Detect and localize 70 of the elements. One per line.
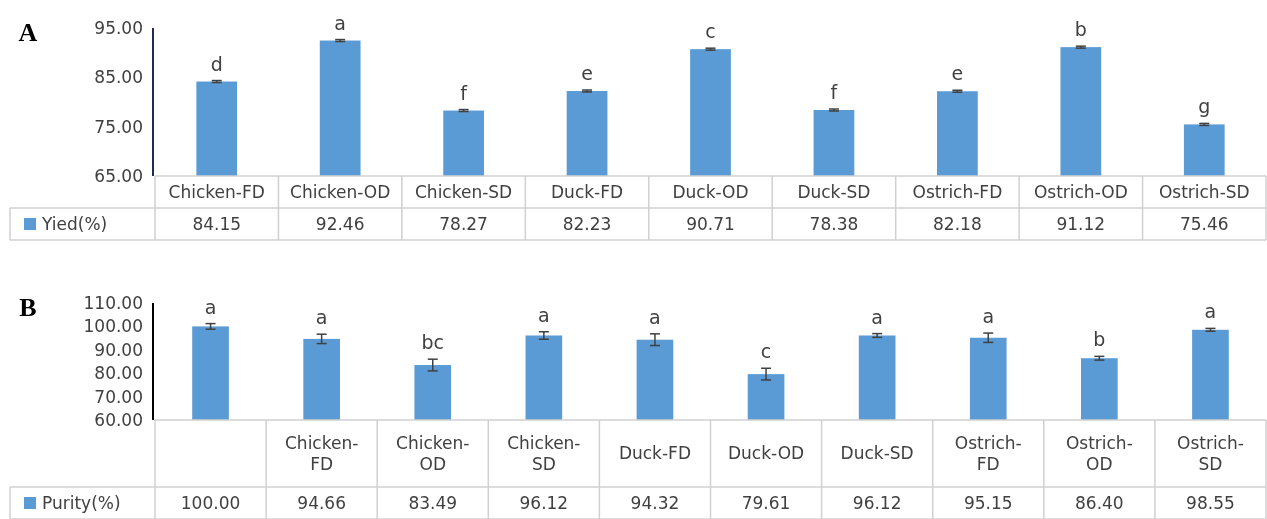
annotation: c [760, 340, 772, 363]
x-tick-label: Duck-FD [551, 181, 624, 202]
data-label: 79.61 [741, 492, 791, 513]
annotation: c [705, 20, 716, 43]
data-label: 78.38 [809, 213, 859, 234]
annotation: a [982, 305, 995, 328]
x-tick-label: Chicken-FD [168, 181, 265, 202]
data-label: 78.27 [439, 213, 488, 234]
chart-title: A [18, 18, 38, 47]
data-label: 98.55 [1186, 492, 1235, 513]
legend-label: Yied(%) [41, 213, 108, 234]
x-tick-label: Duck-SD [797, 181, 871, 202]
data-label: 86.40 [1075, 492, 1124, 513]
y-tick-label: 60.00 [94, 409, 143, 430]
annotation: a [315, 306, 328, 329]
x-tick-label: Duck-OD [672, 181, 749, 202]
x-tick-label: Ostrich-OD [1033, 181, 1128, 202]
x-tick-label: Ostrich-SD [1177, 432, 1244, 474]
annotation: a [538, 303, 550, 326]
x-tick-label: Ostrich-OD [1065, 432, 1133, 474]
annotation: b [1093, 328, 1106, 351]
x-tick-label: Duck-FD [618, 443, 691, 464]
data-label: 92.46 [315, 213, 365, 234]
data-label: 83.49 [408, 492, 458, 513]
data-label: 94.32 [630, 492, 680, 513]
x-tick-label: Ostrich-SD [1158, 181, 1250, 202]
x-tick-label: Duck-SD [840, 443, 914, 464]
legend-label: Purity(%) [42, 492, 121, 513]
y-tick-label: 70.00 [94, 386, 143, 407]
annotation: a [1204, 300, 1217, 323]
y-tick-label: 110.00 [83, 292, 143, 313]
y-tick-label: 85.00 [94, 67, 143, 88]
data-label: 75.46 [1179, 213, 1229, 234]
annotation: f [830, 81, 839, 104]
x-tick-label: Chicken-OD [396, 432, 470, 474]
y-tick-label: 65.00 [94, 165, 143, 186]
x-tick-label: Chicken-SD [415, 181, 513, 202]
y-tick-label: 100.00 [83, 316, 143, 337]
annotation: a [871, 305, 883, 328]
annotation: f [460, 81, 469, 104]
y-tick-label: 75.00 [94, 116, 143, 137]
data-label: 91.12 [1056, 213, 1106, 234]
chart-title: B [19, 293, 37, 322]
x-tick-label: Ostrich-FD [954, 432, 1022, 474]
y-tick-label: 80.00 [94, 363, 143, 384]
annotation: d [210, 52, 223, 75]
x-tick-label: Ostrich-FD [912, 181, 1003, 202]
data-label: 100.00 [180, 492, 241, 513]
x-tick-label: Duck-OD [727, 443, 805, 464]
x-tick-label: Chicken-FD [284, 432, 359, 474]
annotation: g [1198, 95, 1211, 118]
annotation: e [581, 62, 593, 85]
annotation: bc [421, 331, 445, 354]
annotation: a [649, 305, 661, 328]
data-label: 95.15 [963, 492, 1013, 513]
annotation: a [334, 11, 346, 34]
data-label: 90.71 [686, 213, 735, 234]
x-tick-label: Chicken-OD [290, 181, 391, 202]
annotation: e [951, 62, 964, 85]
data-label: 96.12 [519, 492, 569, 513]
data-label: 82.23 [562, 213, 612, 234]
x-tick-label: Chicken-SD [507, 432, 581, 474]
y-tick-label: 95.00 [94, 17, 143, 38]
data-label: 96.12 [852, 492, 902, 513]
annotation: b [1074, 18, 1087, 41]
data-label: 94.66 [297, 492, 346, 513]
data-label: 82.18 [933, 213, 982, 234]
annotation: a [204, 295, 217, 318]
y-tick-label: 90.00 [94, 339, 143, 360]
data-label: 84.15 [192, 213, 242, 234]
